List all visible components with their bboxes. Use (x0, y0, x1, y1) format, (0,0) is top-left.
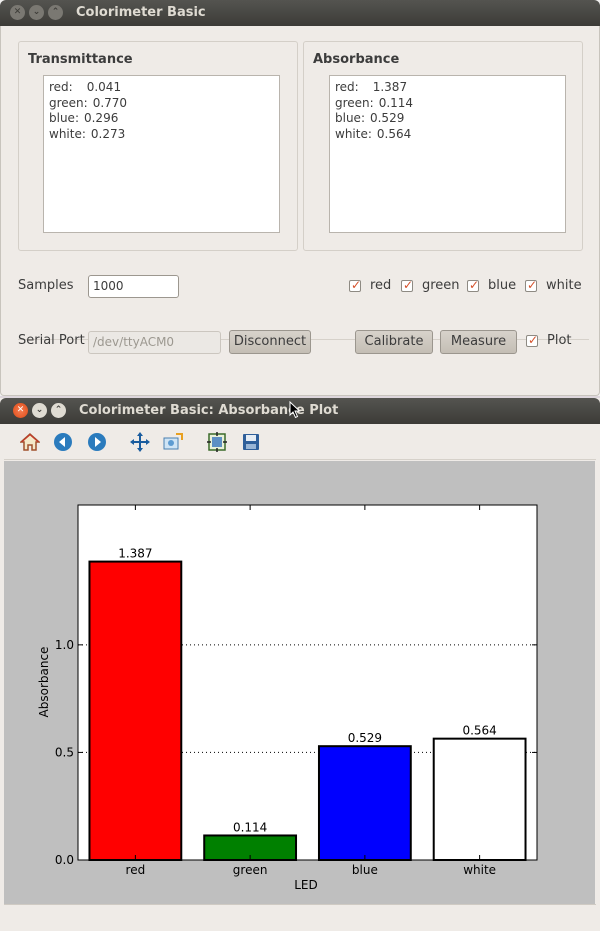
transmittance-row-value: 0.273 (90, 126, 126, 141)
checkbox-white-label: white (546, 278, 582, 293)
x-tick-label: red (126, 863, 146, 877)
window-title: Colorimeter Basic (76, 5, 206, 20)
back-icon[interactable] (52, 431, 74, 453)
minimize-icon[interactable]: ⌄ (32, 403, 47, 418)
absorbance-row-label: red: (335, 80, 359, 94)
mouse-cursor-icon (289, 401, 301, 419)
absorbance-row: red: 1.387 (335, 80, 560, 96)
y-tick-label: 1.0 (55, 638, 74, 652)
checkbox-plot-label: Plot (547, 333, 572, 348)
absorbance-frame: Absorbance red: 1.387 green: 0.114 blue: 0.52… (303, 41, 583, 251)
checkbox-green-label: green (422, 278, 460, 293)
bar-white (432, 737, 527, 861)
bar-value-label: 0.564 (462, 724, 496, 738)
bar-blue (317, 745, 412, 861)
x-tick-label: green (233, 863, 268, 877)
transmittance-row-label: green: (49, 95, 88, 110)
checkbox-plot[interactable]: Plot (526, 333, 572, 348)
transmittance-title: Transmittance (28, 52, 133, 67)
samples-label: Samples (18, 278, 74, 293)
x-axis-label: LED (294, 878, 318, 892)
zoom-icon[interactable] (162, 431, 184, 453)
serial-port-input[interactable]: /dev/ttyACM0 (88, 331, 221, 354)
home-icon[interactable] (19, 431, 41, 453)
checkbox-red[interactable]: red (349, 278, 391, 293)
absorbance-row-value: 0.529 (369, 111, 405, 125)
forward-icon[interactable] (86, 431, 108, 453)
absorbance-row-value: 0.564 (376, 126, 412, 141)
transmittance-textbox[interactable]: red: 0.041 green: 0.770 blue: 0.296 white: 0.27… (43, 75, 280, 233)
checkbox-plot-box[interactable] (526, 333, 538, 347)
save-icon[interactable] (240, 431, 262, 453)
bar-value-label: 1.387 (118, 547, 152, 561)
y-tick-label: 0.5 (55, 745, 74, 759)
bar-value-label: 0.114 (233, 820, 267, 834)
x-tick-label: blue (352, 863, 378, 877)
bar-red (88, 560, 183, 862)
close-icon[interactable]: ✕ (10, 5, 25, 20)
transmittance-row-value: 0.770 (92, 95, 128, 110)
minimize-icon[interactable]: ⌄ (29, 5, 44, 20)
absorbance-row-label: white: (335, 126, 372, 141)
bar-value-label: 0.529 (348, 731, 382, 745)
transmittance-row: red: 0.041 (49, 80, 274, 96)
absorbance-title: Absorbance (313, 52, 400, 67)
transmittance-row-value: 0.041 (86, 80, 122, 94)
y-axis-label: Absorbance (37, 647, 51, 718)
serial-port-label: Serial Port (18, 333, 85, 348)
checkbox-green-box[interactable] (401, 278, 413, 292)
bar-chart: 0.0 0.5 1.0 1.387 red 0.114 green 0.529 blue 0.56… (37, 504, 538, 892)
plot-canvas[interactable]: 0.0 0.5 1.0 1.387 red 0.114 green 0.529 blue 0.56… (4, 461, 595, 904)
transmittance-row-label: white: (49, 126, 86, 141)
plot-toolbar (4, 424, 596, 460)
calibrate-button[interactable]: Calibrate (355, 330, 433, 354)
maximize-icon[interactable]: ⌃ (48, 5, 63, 20)
maximize-icon[interactable]: ⌃ (51, 403, 66, 418)
transmittance-row: blue: 0.296 (49, 111, 274, 127)
measure-button[interactable]: Measure (440, 330, 517, 354)
transmittance-row: white: 0.273 (49, 127, 274, 143)
checkbox-white-box[interactable] (525, 278, 537, 292)
x-tick-label: white (463, 863, 496, 877)
transmittance-row: green: 0.770 (49, 96, 274, 112)
subplots-icon[interactable] (206, 431, 228, 453)
checkbox-green[interactable]: green (401, 278, 460, 293)
close-icon[interactable]: ✕ (13, 403, 28, 418)
main-window: ✕ ⌄ ⌃ Colorimeter Basic Transmittance re… (0, 0, 600, 396)
axes-frame (77, 504, 538, 861)
transmittance-row-value: 0.296 (83, 111, 119, 125)
transmittance-row-label: red: (49, 80, 73, 94)
checkbox-red-label: red (370, 278, 392, 293)
samples-input[interactable]: 1000 (88, 275, 179, 298)
main-titlebar: ✕ ⌄ ⌃ Colorimeter Basic (0, 0, 600, 26)
checkbox-blue-box[interactable] (467, 278, 479, 292)
absorbance-row-value: 1.387 (372, 80, 408, 94)
absorbance-textbox[interactable]: red: 1.387 green: 0.114 blue: 0.529 white: 0.56… (329, 75, 566, 233)
transmittance-row-label: blue: (49, 111, 79, 125)
plot-window-title: Colorimeter Basic: Absorbance Plot (79, 403, 339, 418)
absorbance-row: blue: 0.529 (335, 111, 560, 127)
absorbance-row-label: green: (335, 95, 374, 110)
checkbox-white[interactable]: white (525, 278, 582, 293)
main-body: Transmittance red: 0.041 green: 0.770 blue: 0… (0, 26, 600, 396)
y-tick-label: 0.0 (55, 853, 74, 867)
checkbox-blue[interactable]: blue (467, 278, 516, 293)
checkbox-red-box[interactable] (349, 278, 361, 292)
absorbance-row-label: blue: (335, 111, 365, 125)
status-bar (4, 904, 596, 927)
plot-window: ✕ ⌄ ⌃ Colorimeter Basic: Absorbance Plot (0, 398, 600, 931)
absorbance-row-value: 0.114 (378, 95, 414, 110)
transmittance-frame: Transmittance red: 0.041 green: 0.770 blue: 0… (18, 41, 298, 251)
absorbance-row: green: 0.114 (335, 96, 560, 112)
pan-icon[interactable] (129, 431, 151, 453)
disconnect-button[interactable]: Disconnect (229, 330, 311, 354)
checkbox-blue-label: blue (488, 278, 517, 293)
absorbance-row: white: 0.564 (335, 127, 560, 143)
